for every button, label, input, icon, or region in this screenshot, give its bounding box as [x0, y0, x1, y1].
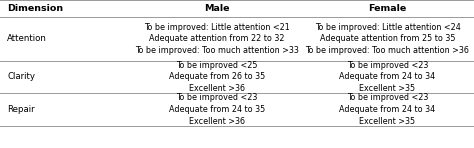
Text: Attention: Attention	[7, 34, 47, 43]
Text: Repair: Repair	[7, 105, 35, 114]
Text: Female: Female	[368, 4, 407, 13]
Text: To be improved <25
Adequate from 26 to 35
Excellent >36: To be improved <25 Adequate from 26 to 3…	[169, 61, 265, 93]
Text: Clarity: Clarity	[7, 73, 35, 81]
Text: To be improved <23
Adequate from 24 to 34
Excellent >35: To be improved <23 Adequate from 24 to 3…	[339, 61, 436, 93]
Text: Male: Male	[204, 4, 229, 13]
Text: Dimension: Dimension	[7, 4, 63, 13]
Text: To be improved <23
Adequate from 24 to 35
Excellent >36: To be improved <23 Adequate from 24 to 3…	[169, 93, 265, 126]
Text: To be improved: Little attention <21
Adequate attention from 22 to 32
To be impr: To be improved: Little attention <21 Ade…	[135, 22, 299, 55]
Text: To be improved <23
Adequate from 24 to 34
Excellent >35: To be improved <23 Adequate from 24 to 3…	[339, 93, 436, 126]
Text: To be improved: Little attention <24
Adequate attention from 25 to 35
To be impr: To be improved: Little attention <24 Ade…	[306, 22, 469, 55]
